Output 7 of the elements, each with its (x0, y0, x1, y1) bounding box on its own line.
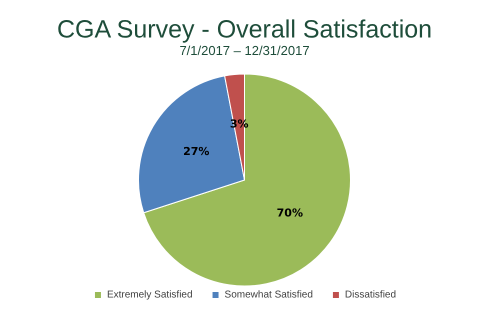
chart-subtitle: 7/1/2017 – 12/31/2017 (179, 43, 310, 58)
chart-title: CGA Survey - Overall Satisfaction (56, 16, 432, 44)
legend-label: Dissatisfied (344, 290, 396, 300)
data-label: 70% (276, 206, 303, 220)
legend-label: Extremely Satisfied (106, 290, 193, 300)
legend-label: Somewhat Satisfied (224, 290, 313, 300)
data-label: 27% (183, 144, 210, 158)
